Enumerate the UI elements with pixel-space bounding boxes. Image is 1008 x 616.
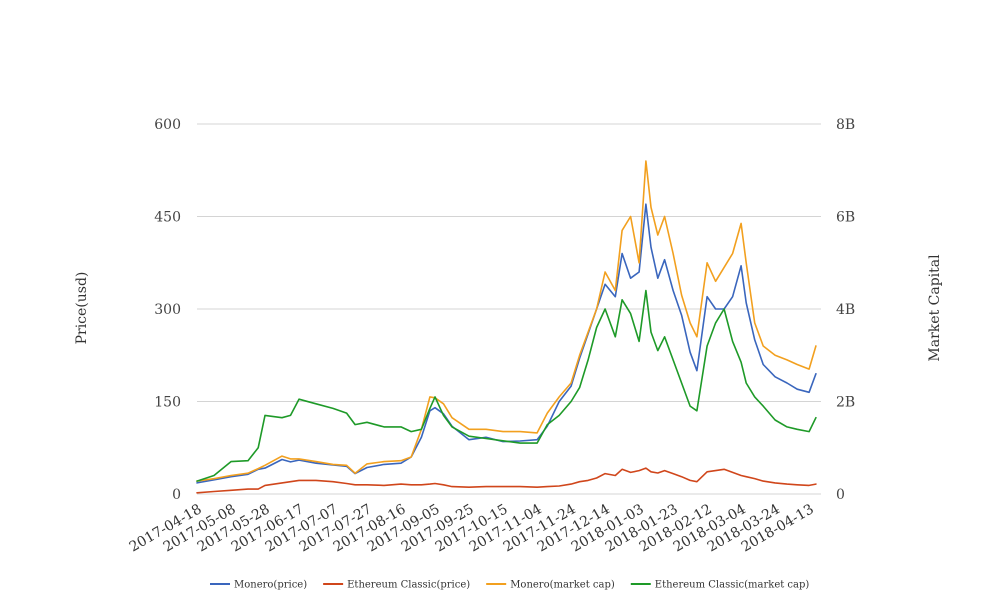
series-line-monero-market-cap bbox=[196, 160, 817, 482]
y-left-tick-label: 300 bbox=[154, 302, 181, 318]
y-right-tick-label: 6B bbox=[836, 210, 855, 226]
y-axis-right-title: Market Capital bbox=[927, 254, 943, 362]
legend-label: Monero(price) bbox=[234, 580, 307, 591]
y-left-tick-label: 450 bbox=[154, 210, 181, 226]
y-left-tick-label: 600 bbox=[154, 117, 181, 133]
y-left-tick-label: 150 bbox=[154, 395, 181, 411]
left-axis-ticks: 0 150 300 450 600 bbox=[154, 117, 181, 503]
legend-label: Ethereum Classic(price) bbox=[347, 580, 470, 591]
series-line-ethereum-classic-market-cap bbox=[196, 289, 817, 482]
y-right-tick-label: 2B bbox=[836, 395, 855, 411]
y-axis-left-title: Price(usd) bbox=[74, 272, 90, 345]
legend: Monero(price) Ethereum Classic(price) Mone… bbox=[210, 580, 809, 591]
y-right-tick-label: 0 bbox=[836, 487, 845, 503]
series-line-monero-price bbox=[196, 203, 817, 484]
series-line-ethereum-classic-price bbox=[196, 467, 817, 494]
legend-label: Monero(market cap) bbox=[510, 580, 615, 591]
y-left-tick-label: 0 bbox=[172, 487, 181, 503]
legend-label: Ethereum Classic(market cap) bbox=[655, 580, 810, 591]
gridlines bbox=[197, 123, 821, 495]
series-lines bbox=[196, 160, 817, 494]
x-axis-ticks: 2017-04-182017-05-082017-05-282017-06-17… bbox=[127, 501, 817, 555]
y-right-tick-label: 4B bbox=[836, 302, 855, 318]
y-right-tick-label: 8B bbox=[836, 117, 855, 133]
right-axis-ticks: 0 2B 4B 6B 8B bbox=[836, 117, 855, 503]
